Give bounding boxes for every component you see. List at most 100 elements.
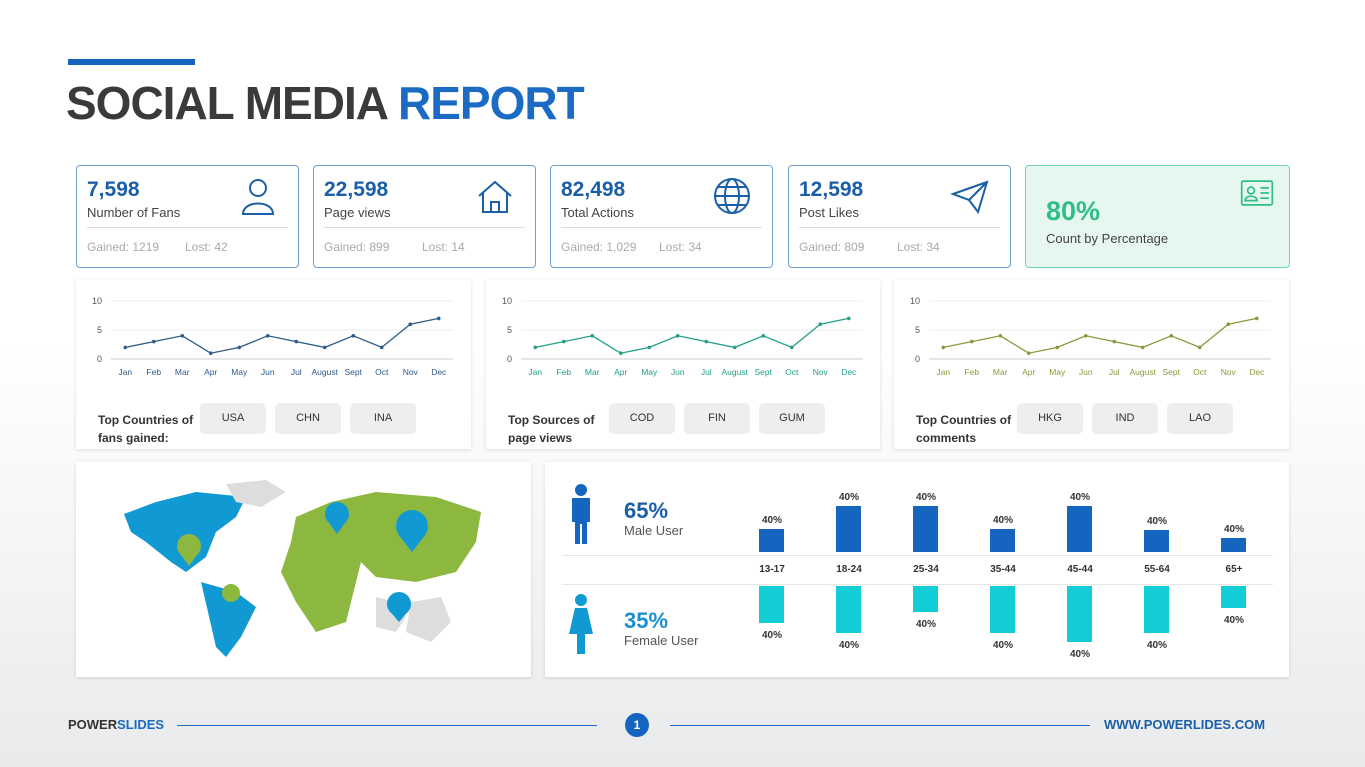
age-group-label: 25-34 bbox=[913, 564, 939, 575]
female-bar-label: 40% bbox=[1223, 615, 1244, 626]
chart-panel-page-views: 0 5 10 Jan Feb Mar Apr May Jun Jul August Sept Oct No… bbox=[486, 280, 880, 449]
gained-text: Gained: 899 bbox=[324, 240, 390, 254]
x-tick-label: Apr bbox=[1022, 367, 1035, 377]
country-chip[interactable]: INA bbox=[350, 403, 416, 434]
country-chip[interactable]: IND bbox=[1092, 403, 1158, 434]
id-card-icon bbox=[1240, 180, 1274, 206]
age-group-label: 35-44 bbox=[990, 564, 1016, 575]
male-icon bbox=[572, 484, 590, 544]
data-point bbox=[351, 334, 356, 338]
x-tick-label: May bbox=[641, 367, 658, 377]
stat-value: 82,498 bbox=[561, 178, 626, 201]
source-chip[interactable]: GUM bbox=[759, 403, 825, 434]
x-tick-label: Oct bbox=[785, 367, 799, 377]
female-bar bbox=[836, 586, 861, 633]
country-chip[interactable]: LAO bbox=[1167, 403, 1233, 434]
female-bar-label: 40% bbox=[915, 619, 936, 630]
data-point bbox=[1112, 339, 1117, 344]
age-group-label: 65+ bbox=[1225, 564, 1243, 575]
data-point bbox=[941, 345, 946, 350]
country-chip[interactable]: CHN bbox=[275, 403, 341, 434]
data-point bbox=[294, 339, 299, 344]
data-point bbox=[1226, 322, 1231, 326]
female-bar-label: 40% bbox=[761, 630, 782, 641]
y-tick-label: 10 bbox=[502, 296, 512, 306]
data-point bbox=[237, 345, 242, 350]
x-tick-label: Feb bbox=[964, 367, 979, 377]
x-tick-label: Jul bbox=[701, 367, 712, 377]
data-point bbox=[789, 345, 794, 350]
panel-caption: Top Countries of comments bbox=[916, 413, 1012, 445]
data-point bbox=[180, 334, 185, 338]
y-tick-label: 0 bbox=[915, 354, 920, 364]
data-point bbox=[761, 334, 766, 338]
source-chip[interactable]: COD bbox=[609, 403, 675, 434]
male-bar-label: 40% bbox=[761, 515, 782, 526]
data-point bbox=[533, 345, 538, 350]
stat-label: Count by Percentage bbox=[1046, 231, 1169, 246]
male-bar bbox=[1067, 506, 1092, 552]
x-tick-label: Jan bbox=[528, 367, 542, 377]
stat-value: 12,598 bbox=[799, 178, 864, 201]
data-point bbox=[436, 316, 441, 321]
country-chip[interactable]: USA bbox=[200, 403, 266, 434]
gained-text: Gained: 1,029 bbox=[561, 240, 637, 254]
stat-card: 22,598 Page views Gained: 899 Lost: 14 bbox=[313, 165, 536, 268]
x-tick-label: Apr bbox=[614, 367, 627, 377]
source-chip[interactable]: FIN bbox=[684, 403, 750, 434]
data-point bbox=[1140, 345, 1145, 350]
age-group-label: 55-64 bbox=[1144, 564, 1170, 575]
stat-card: 80% Count by Percentage bbox=[1025, 165, 1290, 268]
female-bar bbox=[990, 586, 1015, 633]
x-tick-label: Oct bbox=[375, 367, 389, 377]
male-bar bbox=[913, 506, 938, 552]
x-tick-label: Nov bbox=[403, 367, 419, 377]
stat-card: 7,598 Number of Fans Gained: 1219 Lost: 42 bbox=[76, 165, 299, 268]
x-tick-label: Sept bbox=[755, 367, 773, 377]
male-bar-label: 40% bbox=[1223, 524, 1244, 535]
footer-divider bbox=[177, 725, 597, 726]
line-chart-comments: 0 5 10 Jan Feb Mar Apr May Jun Jul August Sept Oct No… bbox=[910, 296, 1271, 377]
data-point bbox=[647, 345, 652, 350]
data-point bbox=[123, 345, 128, 350]
data-point bbox=[590, 334, 595, 338]
series-line bbox=[943, 317, 1257, 354]
x-tick-label: Dec bbox=[841, 367, 857, 377]
lost-text: Lost: 34 bbox=[897, 240, 940, 254]
x-tick-label: Jun bbox=[261, 367, 275, 377]
data-point bbox=[998, 334, 1003, 338]
x-tick-label: Jan bbox=[118, 367, 132, 377]
x-tick-label: Feb bbox=[146, 367, 161, 377]
data-point bbox=[322, 345, 327, 350]
data-point bbox=[408, 322, 413, 326]
gained-text: Gained: 809 bbox=[799, 240, 865, 254]
stat-card: 12,598 Post Likes Gained: 809 Lost: 34 bbox=[788, 165, 1011, 268]
stat-label: Page views bbox=[324, 205, 391, 220]
x-tick-label: Jun bbox=[1079, 367, 1093, 377]
x-tick-label: Oct bbox=[1193, 367, 1207, 377]
x-tick-label: Feb bbox=[556, 367, 571, 377]
age-group-label: 18-24 bbox=[836, 564, 862, 575]
x-tick-label: Sept bbox=[345, 367, 363, 377]
footer-divider bbox=[670, 725, 1090, 726]
country-chip[interactable]: HKG bbox=[1017, 403, 1083, 434]
y-tick-label: 5 bbox=[97, 325, 102, 335]
stat-label: Number of Fans bbox=[87, 205, 181, 220]
x-tick-label: Jun bbox=[671, 367, 685, 377]
y-tick-label: 10 bbox=[92, 296, 102, 306]
female-bar-label: 40% bbox=[1146, 640, 1167, 651]
page-number: 1 bbox=[625, 713, 649, 737]
series-line bbox=[125, 317, 439, 354]
website-link[interactable]: WWW.POWERLIDES.COM bbox=[1104, 717, 1266, 732]
data-point bbox=[618, 351, 623, 355]
x-tick-label: August bbox=[722, 367, 749, 377]
line-chart-page-views: 0 5 10 Jan Feb Mar Apr May Jun Jul August Sept Oct No… bbox=[502, 296, 863, 377]
male-percentage: 65% bbox=[624, 498, 669, 523]
female-bar bbox=[913, 586, 938, 612]
stat-value: 22,598 bbox=[324, 178, 389, 201]
x-tick-label: Dec bbox=[431, 367, 447, 377]
x-tick-label: Sept bbox=[1163, 367, 1181, 377]
age-group-label: 45-44 bbox=[1067, 564, 1093, 575]
x-tick-label: Jan bbox=[936, 367, 950, 377]
female-percentage: 35% bbox=[624, 608, 669, 633]
